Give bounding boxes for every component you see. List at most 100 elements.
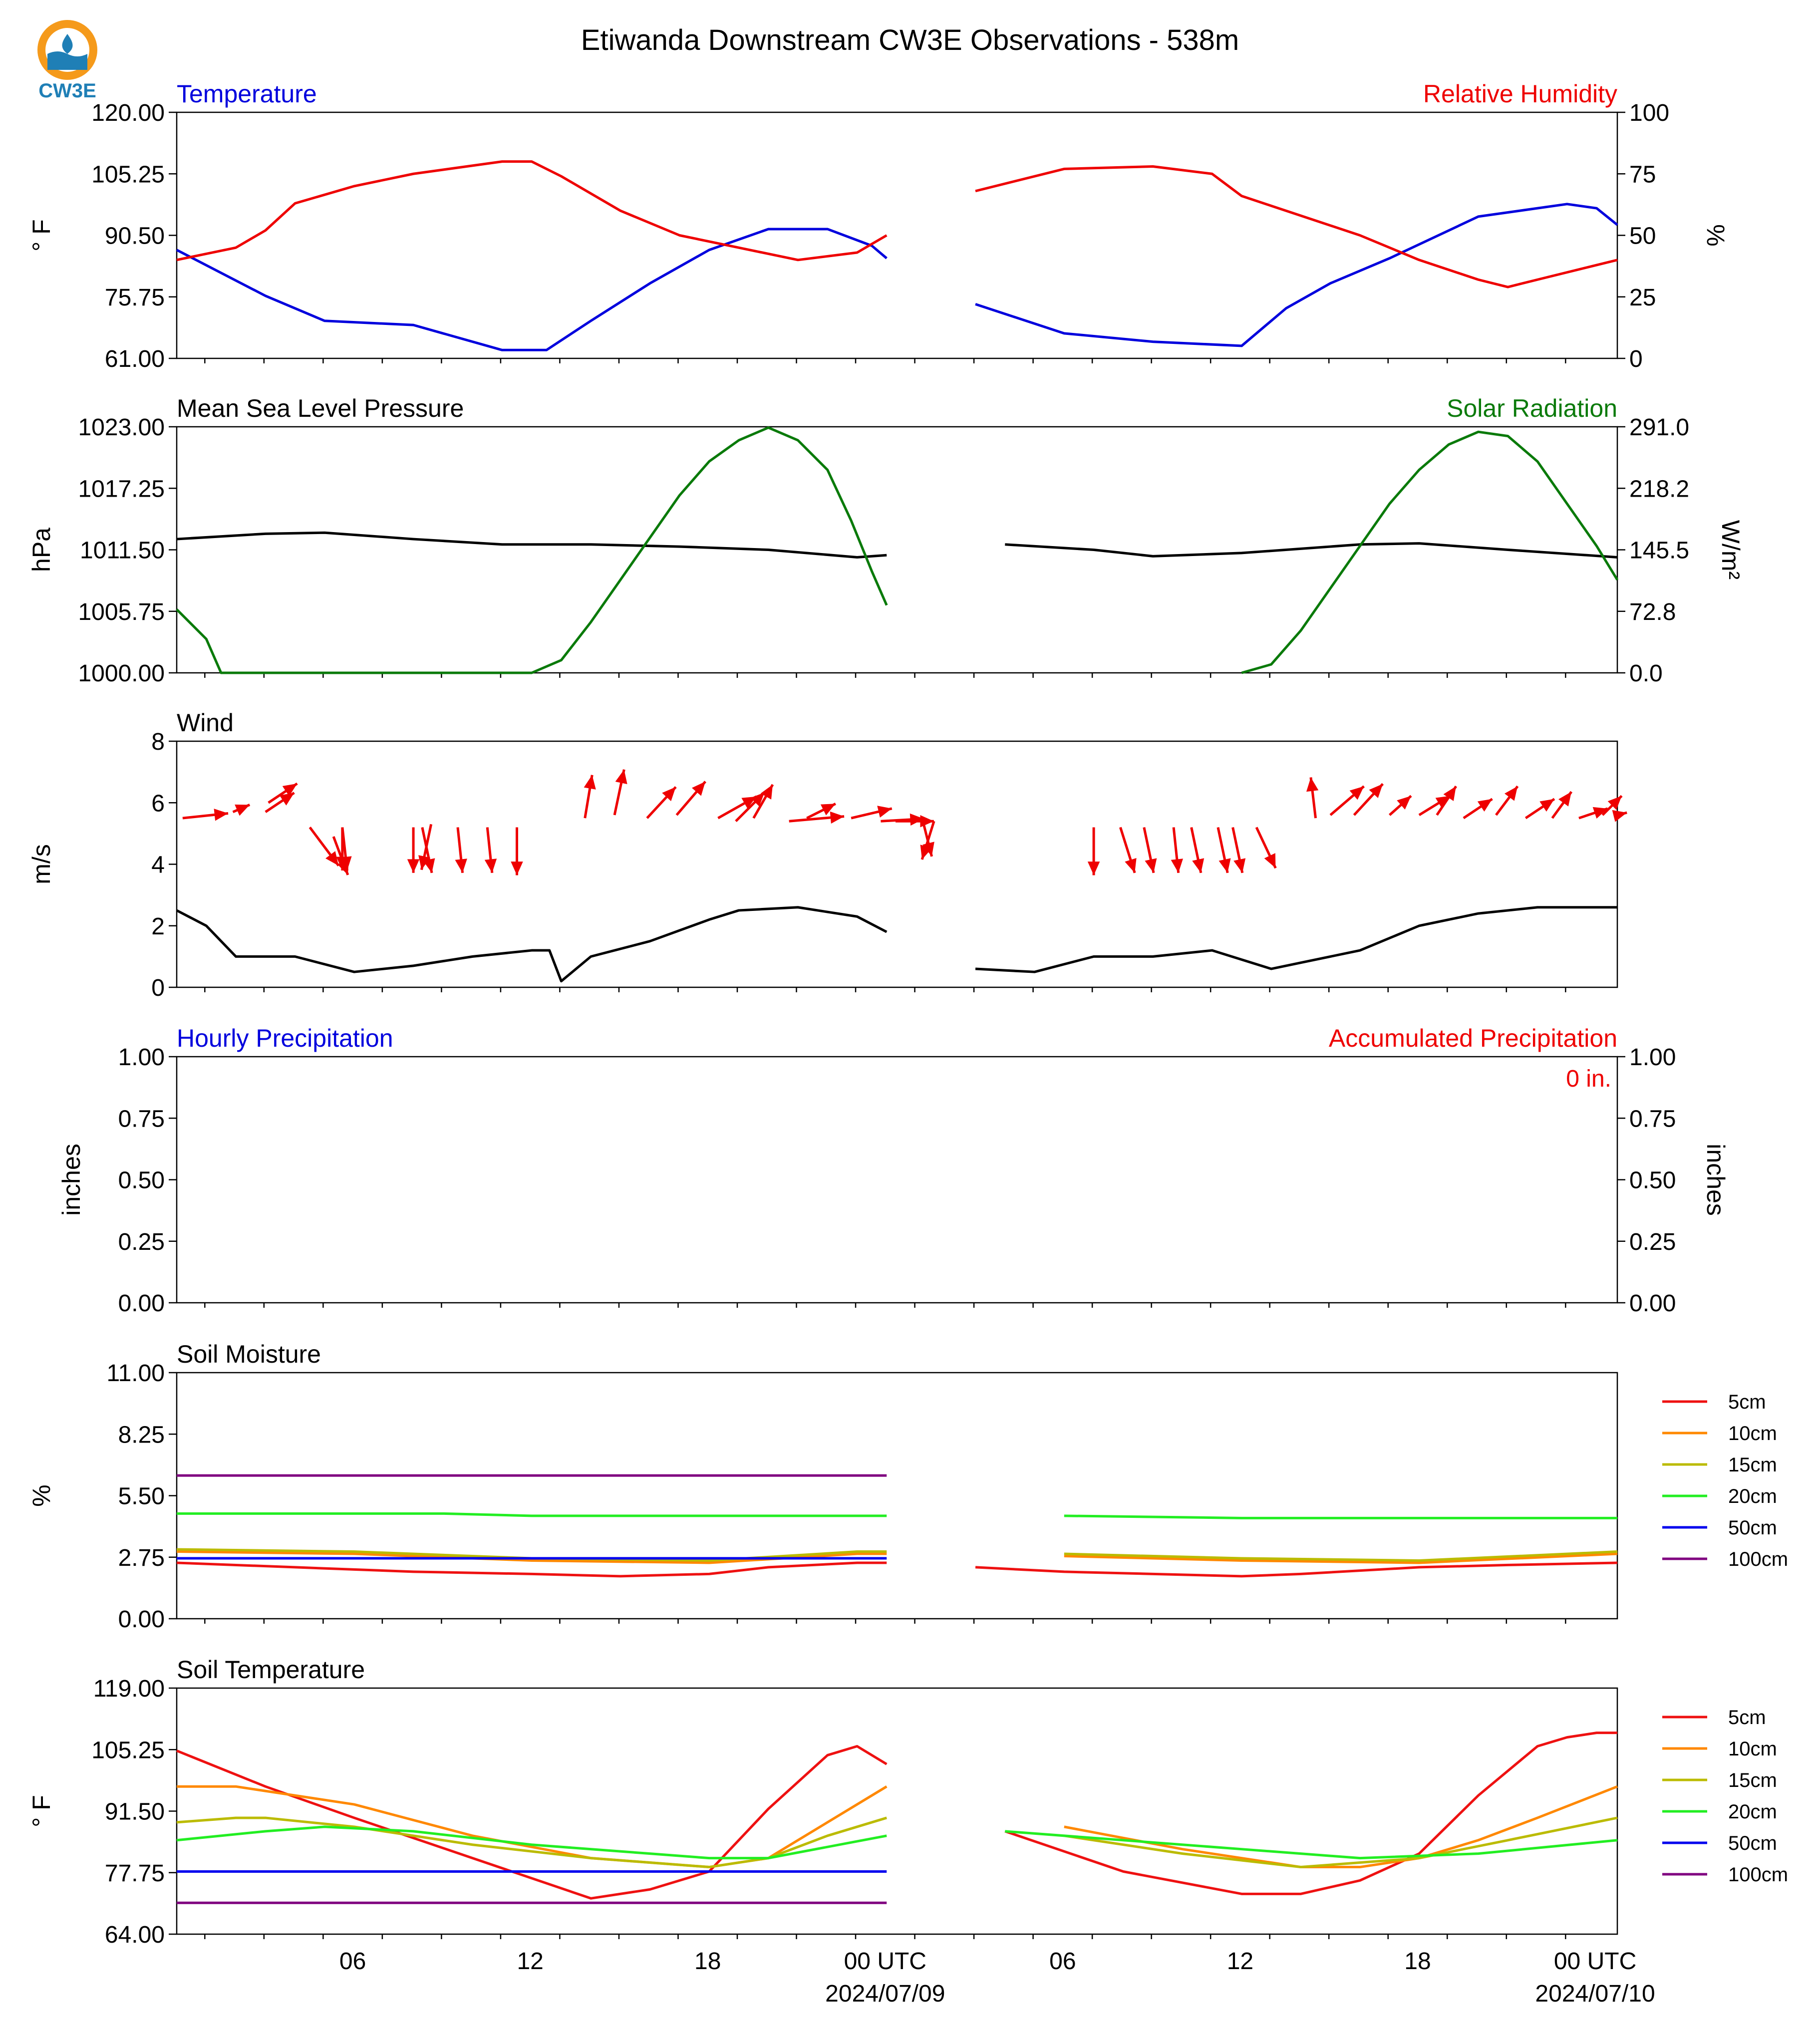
series-line-sm20 — [177, 1512, 887, 1517]
wind-arrow — [232, 804, 251, 816]
right-tick-label: 218.2 — [1629, 476, 1689, 502]
series-line-humidity — [176, 160, 888, 262]
right-tick-label: 0.0 — [1629, 660, 1663, 687]
right-tick-label: 0.75 — [1629, 1106, 1676, 1132]
logo-text: CW3E — [38, 80, 96, 102]
wind-arrow — [1463, 798, 1493, 820]
series-line-temperature — [176, 228, 888, 351]
series-line-st5 — [176, 1745, 888, 1900]
legend-label: 50cm — [1728, 1832, 1777, 1854]
panel-3: Wind 8 6 4 2 0 m/s — [27, 709, 1627, 1001]
series-line-humidity — [975, 165, 1618, 289]
left-tick-label: 11.00 — [106, 1360, 165, 1387]
wind-arrow — [455, 827, 467, 873]
series-line-wind_speed — [975, 906, 1617, 973]
right-tick-label: 145.5 — [1629, 538, 1689, 564]
right-axis-label: % — [1702, 224, 1730, 246]
x-tick-label: 06 — [339, 1948, 366, 1975]
legend-label: 20cm — [1728, 1801, 1777, 1823]
left-tick-label: 0.75 — [118, 1106, 165, 1132]
left-axis-label: inches — [57, 1144, 85, 1216]
left-tick-label: 1017.25 — [78, 476, 165, 502]
left-tick-label: 1011.50 — [80, 538, 165, 564]
series-line-st5 — [1004, 1732, 1617, 1895]
right-axis-label: W/m² — [1717, 520, 1745, 579]
series-line-sm5 — [176, 1561, 887, 1578]
left-tick-label: 1.00 — [118, 1044, 165, 1071]
legend: 5cm 10cm 15cm 20cm 50cm 100cm — [1662, 1391, 1788, 1570]
panel-left-title: Mean Sea Level Pressure — [177, 394, 464, 422]
wind-arrows — [182, 769, 1627, 875]
legend: 5cm 10cm 15cm 20cm 50cm 100cm — [1662, 1707, 1788, 1886]
right-tick-label: 72.8 — [1629, 599, 1676, 625]
series-line-sm20 — [1064, 1514, 1617, 1519]
right-axis-label: inches — [1702, 1144, 1730, 1216]
left-tick-label: 91.50 — [105, 1799, 165, 1825]
panel-left-title: Wind — [177, 709, 234, 737]
panel-left-title: Soil Temperature — [177, 1656, 365, 1684]
panel-frame — [176, 1372, 1618, 1620]
wind-arrow — [1524, 798, 1555, 820]
panel-frame — [176, 426, 1618, 674]
left-tick-label: 1000.00 — [78, 660, 165, 687]
wind-arrow — [1495, 785, 1519, 816]
series-line-temperature — [975, 203, 1618, 347]
left-tick-label: 8 — [151, 729, 165, 755]
left-axis-label: m/s — [27, 844, 55, 884]
panel-2: Mean Sea Level Pressure Solar Radiation 10… — [27, 394, 1745, 687]
wind-arrow — [1389, 795, 1412, 816]
right-tick-label: 75 — [1629, 161, 1656, 188]
panel-frame — [176, 740, 1618, 988]
series-line-wind_speed — [176, 906, 888, 983]
panel-6: Soil Temperature 119.00 105.25 91.50 77.75 64… — [27, 1656, 1788, 1948]
right-tick-label: 1.00 — [1629, 1044, 1676, 1071]
left-axis-label: % — [27, 1484, 55, 1506]
wind-arrow — [1255, 827, 1277, 869]
wind-arrow — [920, 821, 935, 860]
figure-title: Etiwanda Downstream CW3E Observations - … — [581, 24, 1239, 56]
left-tick-label: 5.50 — [118, 1483, 165, 1510]
series-line-st15 — [176, 1816, 887, 1869]
wind-arrow — [1601, 795, 1623, 816]
legend-label: 5cm — [1728, 1707, 1766, 1729]
panel-right-title: Accumulated Precipitation — [1329, 1024, 1617, 1052]
wind-arrow — [1436, 785, 1457, 816]
series-line-sm10 — [176, 1550, 887, 1564]
left-axis-label: ° F — [27, 219, 55, 251]
x-tick-label: 12 — [517, 1948, 543, 1975]
left-axis-label: hPa — [27, 528, 55, 572]
wind-arrow — [1418, 795, 1451, 817]
right-tick-label: 0.25 — [1629, 1229, 1676, 1255]
wind-arrow — [1190, 827, 1205, 873]
panel-frame — [176, 111, 1618, 359]
series-line-solar — [1241, 430, 1619, 674]
cw3e-logo: CW3E — [30, 15, 105, 105]
left-tick-label: 105.25 — [91, 1737, 165, 1763]
series-line-sm15 — [1064, 1550, 1618, 1562]
wind-arrow — [308, 827, 340, 867]
right-tick-label: 0.50 — [1629, 1167, 1676, 1194]
panel-left-title: Soil Moisture — [177, 1340, 321, 1368]
wind-arrow — [1329, 785, 1365, 816]
legend-label: 20cm — [1728, 1485, 1777, 1507]
x-tick-label: 06 — [1049, 1948, 1076, 1975]
wind-arrow — [511, 827, 523, 875]
right-tick-label: 50 — [1629, 223, 1656, 250]
legend-label: 10cm — [1728, 1738, 1777, 1760]
right-tick-label: 25 — [1629, 285, 1656, 311]
right-tick-label: 100 — [1629, 100, 1669, 126]
panel-left-title: Temperature — [177, 80, 317, 108]
left-tick-label: 61.00 — [105, 346, 165, 372]
legend-label: 15cm — [1728, 1454, 1777, 1476]
wind-arrow — [851, 806, 893, 820]
series-line-st15 — [1064, 1816, 1618, 1869]
series-line-solar — [176, 426, 888, 674]
legend-label: 100cm — [1728, 1548, 1788, 1570]
left-axis-label: ° F — [27, 1795, 55, 1827]
wind-arrow — [268, 782, 298, 804]
legend-label: 10cm — [1728, 1423, 1777, 1445]
series-line-st20 — [1005, 1830, 1618, 1860]
left-tick-label: 0.00 — [118, 1290, 165, 1317]
x-date-label: 2024/07/09 — [825, 1981, 945, 2007]
